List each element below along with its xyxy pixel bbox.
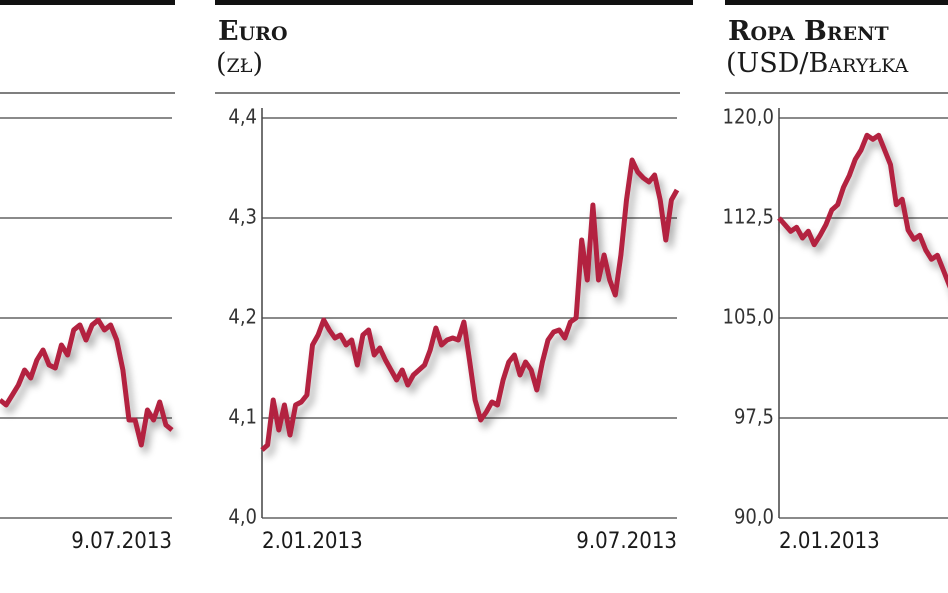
x-label: 2.01.2013 bbox=[262, 529, 363, 554]
top-bar bbox=[215, 0, 693, 5]
data-line bbox=[777, 132, 948, 289]
y-tick-label: 120,0 bbox=[723, 105, 775, 129]
data-line bbox=[0, 317, 174, 448]
top-bar bbox=[0, 0, 175, 5]
y-tick-label: 4,3 bbox=[228, 205, 257, 229]
y-tick-label: 4,0 bbox=[228, 505, 257, 529]
x-label: 9.07.2013 bbox=[71, 529, 172, 554]
data-line bbox=[260, 157, 680, 452]
x-label: 9.07.2013 bbox=[576, 529, 677, 554]
y-tick-label: 90,0 bbox=[734, 505, 774, 529]
y-tick-label: 4,1 bbox=[228, 405, 257, 429]
x-label: 2.01.2013 bbox=[779, 529, 880, 554]
y-tick-label: 112,5 bbox=[723, 205, 775, 229]
y-tick-label: 97,5 bbox=[734, 405, 774, 429]
chart-subtitle: (zł) bbox=[216, 48, 263, 79]
y-tick-label: 4,2 bbox=[228, 305, 257, 329]
chart-subtitle: (USD/Baryłka bbox=[726, 48, 908, 79]
chart-title: Ropa Brent bbox=[728, 16, 889, 47]
top-bar bbox=[725, 0, 948, 5]
y-tick-label: 4,4 bbox=[228, 105, 257, 129]
chart-title: Euro bbox=[218, 16, 288, 47]
y-tick-label: 105,0 bbox=[723, 305, 775, 329]
